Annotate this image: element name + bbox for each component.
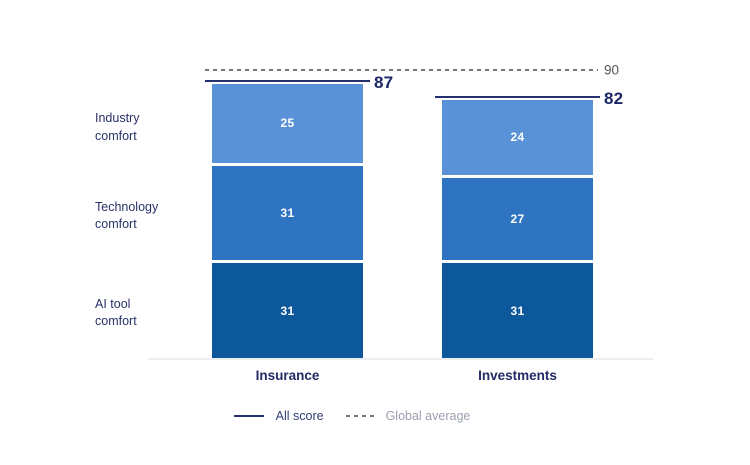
row-label: Technology comfort	[95, 199, 159, 231]
row-label: AI tool comfort	[95, 296, 137, 329]
bar-segment: 27	[442, 175, 593, 261]
all-score-legend-line	[233, 415, 264, 417]
segment-value-label: 31	[280, 206, 295, 220]
legend: All score Global average	[0, 409, 727, 423]
total-score-label: 87	[374, 72, 394, 92]
bar-segment: 24	[442, 99, 593, 176]
segment-value-label: 24	[510, 130, 525, 145]
bar-segment: 31	[442, 260, 593, 358]
category-label: Insurance	[255, 368, 320, 383]
bar-investments: 24 27 31	[442, 99, 593, 358]
x-axis-line	[148, 358, 653, 360]
legend-label-all-score: All score	[275, 409, 324, 423]
segment-value-label: 25	[280, 116, 295, 131]
all-score-line	[205, 79, 370, 82]
row-label: Industry comfort	[95, 111, 140, 143]
legend-label-global-average: Global average	[385, 409, 471, 423]
bar-segment: 25	[212, 83, 363, 163]
bar-segment: 31	[212, 260, 363, 358]
segment-value-label: 27	[510, 212, 525, 227]
category-label: Investments	[478, 368, 557, 383]
segment-value-label: 31	[510, 303, 525, 318]
global-average-line	[205, 68, 598, 71]
bar-segment: 31	[212, 162, 363, 261]
all-score-line	[435, 95, 600, 98]
bar-insurance: 25 31 31	[212, 83, 363, 358]
segment-value-label: 31	[280, 303, 295, 318]
global-average-value-label: 90	[604, 62, 620, 77]
total-score-label: 82	[604, 88, 624, 108]
global-average-legend-line	[345, 415, 376, 417]
